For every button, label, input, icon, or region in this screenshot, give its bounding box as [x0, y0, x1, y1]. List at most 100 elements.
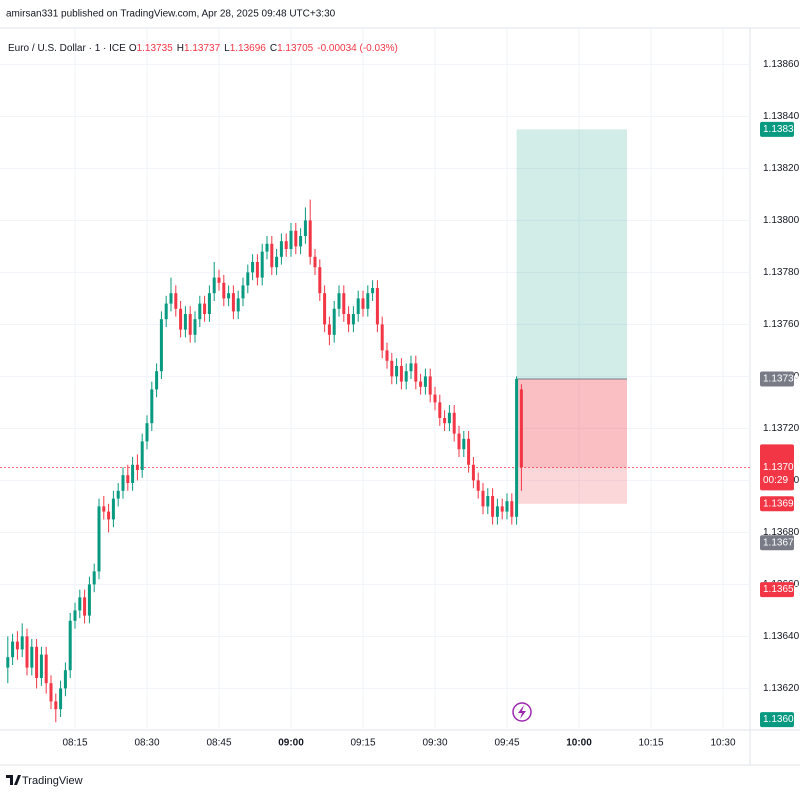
- candle-body: [212, 277, 216, 294]
- candle-body: [11, 641, 15, 658]
- candle-body: [188, 314, 192, 335]
- price-badge: [760, 121, 794, 137]
- candle-body: [102, 506, 106, 512]
- candle-body: [409, 363, 413, 372]
- candle-body: [275, 256, 279, 268]
- candle-body: [419, 381, 423, 387]
- x-tick-label: 09:15: [350, 738, 375, 749]
- price-badge-label: 1.13739: [763, 374, 800, 385]
- candle-body: [179, 308, 183, 330]
- candle-body: [251, 262, 255, 273]
- candle-body: [227, 293, 231, 299]
- candle-body: [443, 418, 447, 424]
- candle-body: [395, 366, 399, 377]
- x-tick-label: 09:45: [494, 738, 519, 749]
- candle-body: [423, 376, 427, 387]
- footer-brand: TradingView: [22, 775, 83, 787]
- candle-body: [231, 293, 235, 312]
- candle-body: [399, 366, 403, 382]
- price-badge: [760, 496, 794, 512]
- price-badge-label: 1.13705: [763, 462, 800, 473]
- candle-body: [121, 475, 125, 491]
- candle-body: [467, 438, 471, 465]
- candle-body: [476, 480, 480, 491]
- candle-body: [294, 230, 298, 247]
- price-badge: [760, 444, 794, 491]
- candle-body: [390, 360, 394, 377]
- candle-body: [183, 314, 187, 330]
- x-tick-label: 08:15: [62, 738, 87, 749]
- price-badge-label: 1.13691: [763, 498, 800, 509]
- candle-body: [44, 654, 48, 684]
- candle-body: [313, 256, 317, 268]
- candle-body: [486, 496, 490, 507]
- legend-key: C: [270, 43, 277, 54]
- axes: 1.13860 1.13840 1.13820 1.13800 1.13780 1.137…: [62, 59, 799, 749]
- y-tick-label: 1.13640: [763, 631, 800, 642]
- candle-body: [159, 319, 163, 372]
- candle-body: [78, 597, 82, 611]
- price-badge-label: 1.13658: [763, 584, 800, 595]
- price-badge: [760, 371, 794, 387]
- price-badge-sub: 00:29: [763, 475, 788, 486]
- candle-body: [318, 267, 322, 294]
- legend-key: O: [129, 43, 137, 54]
- candle-body: [150, 389, 154, 424]
- lightning-icon: [512, 702, 532, 722]
- candle-body: [447, 412, 451, 424]
- candle-body: [193, 319, 197, 335]
- position-tool: [0, 129, 750, 504]
- y-tick-label: 1.13620: [763, 683, 800, 694]
- candle-body: [289, 230, 293, 249]
- candle-body: [25, 636, 29, 668]
- candle-body: [404, 371, 408, 382]
- header: amirsan331 published on TradingView.com,…: [6, 9, 336, 20]
- candle-body: [457, 433, 461, 450]
- price-badge-label: 1.13676: [763, 537, 800, 548]
- candle-body: [131, 464, 135, 483]
- x-tick-label: 08:30: [134, 738, 159, 749]
- candle-body: [164, 303, 168, 320]
- candle-body: [20, 636, 24, 650]
- candle-body: [92, 571, 96, 585]
- y-tick-label: 1.13720: [763, 423, 800, 434]
- candle-body: [198, 303, 202, 320]
- x-tick-label: 10:30: [710, 738, 735, 749]
- candle-body: [323, 293, 327, 325]
- candle-body: [255, 262, 259, 278]
- y-tick-label: 1.13680: [763, 527, 800, 538]
- price-badge: [760, 535, 794, 551]
- candle-body: [356, 298, 360, 314]
- candle-body: [207, 293, 211, 314]
- candle-body: [428, 376, 432, 395]
- candle-body: [515, 379, 519, 517]
- candle-body: [87, 584, 91, 616]
- candle-body: [385, 350, 389, 361]
- candle-body: [30, 646, 34, 668]
- legend: Euro / U.S. Dollar · 1 · ICE O1.13735 H1.1…: [8, 43, 398, 54]
- candle-body: [169, 293, 173, 304]
- candle-body: [303, 220, 307, 236]
- candle-body: [174, 293, 178, 309]
- candle-body: [265, 243, 269, 252]
- candle-body: [35, 646, 39, 678]
- x-tick-label: 09:00: [278, 738, 304, 749]
- candle-body: [438, 402, 442, 418]
- price-badge-label: 1.13608: [763, 714, 800, 725]
- x-tick-label: 10:00: [566, 738, 592, 749]
- candle-body: [481, 490, 485, 507]
- candle-body: [140, 441, 144, 470]
- x-tick-label: 10:15: [638, 738, 663, 749]
- candle-body: [135, 464, 139, 470]
- candle-body: [500, 506, 504, 512]
- y-tick-label: 1.13760: [763, 319, 800, 330]
- candle-body: [380, 324, 384, 351]
- candle-body: [308, 220, 312, 257]
- candle-body: [505, 501, 509, 512]
- candle-body: [116, 490, 120, 499]
- candle-body: [299, 236, 303, 247]
- candle-body: [39, 654, 43, 678]
- candle-body: [361, 298, 365, 309]
